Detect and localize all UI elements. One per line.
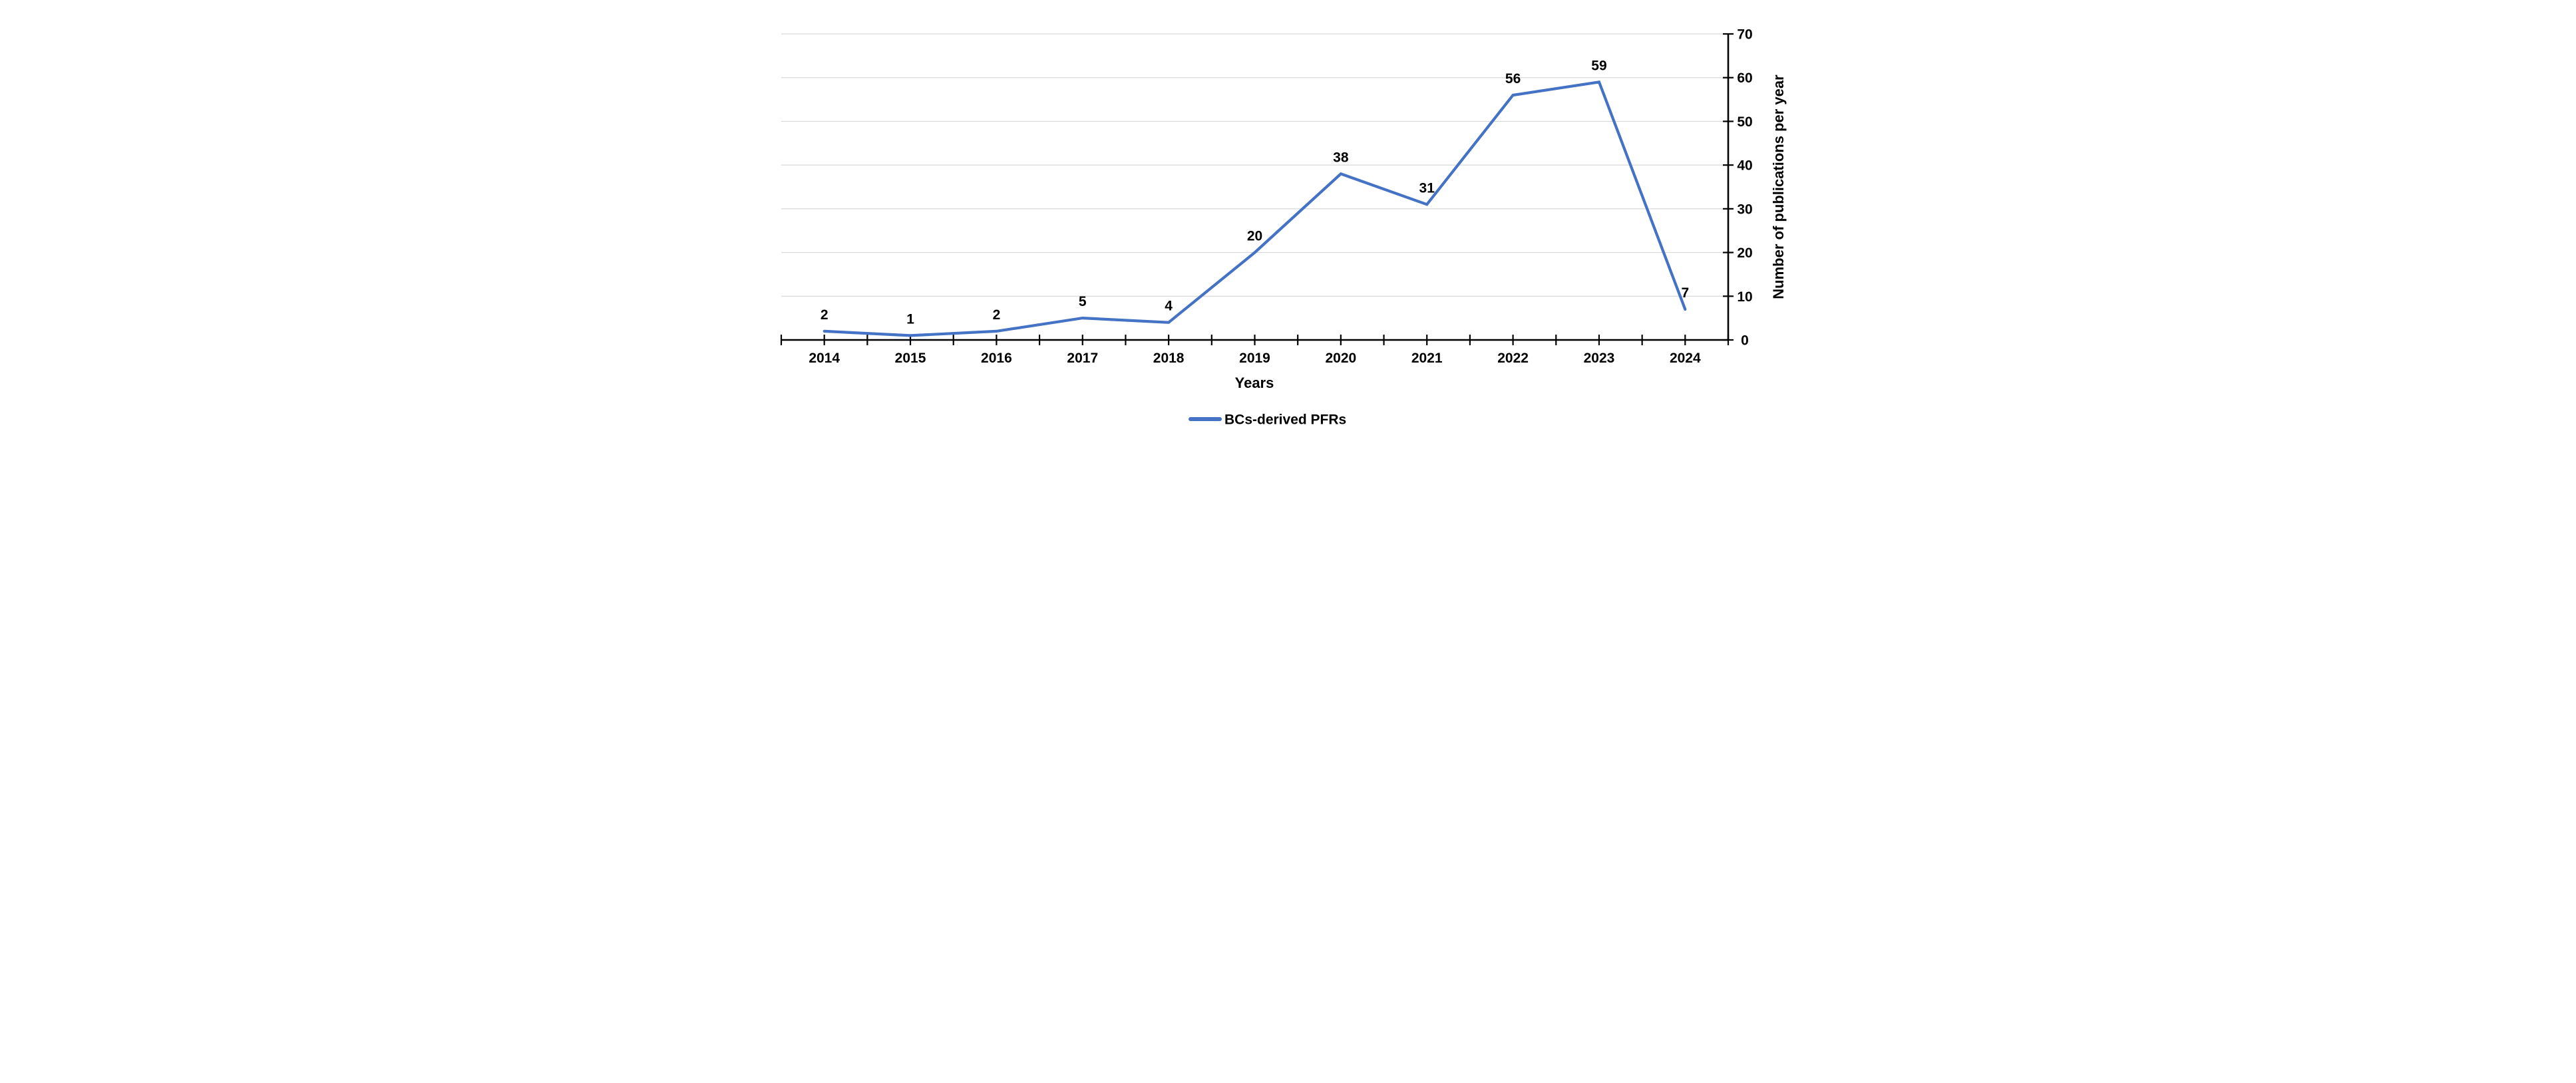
x-tick-label-2023: 2023 [1583,351,1614,366]
series-line-bcs-derived-pfrs[interactable] [823,80,1686,337]
x-tick-label-2017: 2017 [1067,351,1098,366]
x-tick-label-2016: 2016 [981,351,1012,366]
axis-ticks [780,33,1734,345]
x-tick-label-2015: 2015 [894,351,926,366]
x-tick-label-2020: 2020 [1325,351,1356,366]
x-tick-label-2018: 2018 [1153,351,1184,366]
x-tick-label-2019: 2019 [1239,351,1270,366]
y-tick-label-0: 0 [1741,333,1749,349]
data-label-2017: 5 [1078,294,1086,309]
legend[interactable]: BCs-derived PFRs [1188,412,1346,428]
y-tick-label-20: 20 [1737,245,1752,261]
gridlines [781,33,1728,297]
data-label-2020: 38 [1333,150,1349,165]
x-tick-label-2021: 2021 [1411,351,1442,366]
publications-line-chart: 0 10 20 30 40 50 60 70 2014 2015 2016 2017 2018 2019… [766,0,1810,439]
axis-lines [781,34,1729,341]
y-tick-label-70: 70 [1737,27,1752,43]
data-label-2016: 2 [992,307,1000,323]
series-group [823,80,1686,337]
x-axis-title: Years [1234,375,1274,391]
x-tick-labels: 2014 2015 2016 2017 2018 2019 2020 2021 2022 2023… [809,351,1701,366]
data-label-2021: 31 [1419,180,1435,196]
data-label-2024: 7 [1681,285,1689,301]
data-label-2022: 56 [1505,71,1520,86]
data-label-2019: 20 [1246,229,1262,244]
y-tick-label-50: 50 [1737,114,1752,130]
x-tick-label-2024: 2024 [1669,351,1700,366]
data-labels: 2 1 2 5 4 20 38 31 56 59 7 [820,58,1688,327]
data-label-2014: 2 [820,307,828,323]
legend-label: BCs-derived PFRs [1224,412,1346,428]
y-tick-label-30: 30 [1737,202,1752,217]
y-tick-label-60: 60 [1737,71,1752,86]
x-tick-label-2014: 2014 [809,351,840,366]
x-tick-label-2022: 2022 [1497,351,1529,366]
y-tick-label-40: 40 [1737,158,1752,174]
y-tick-labels: 0 10 20 30 40 50 60 70 [1737,27,1752,349]
data-label-2023: 59 [1591,58,1606,73]
y-tick-label-10: 10 [1737,289,1752,305]
data-label-2015: 1 [906,311,914,327]
data-label-2018: 4 [1165,299,1173,314]
y-axis-title: Number of publications per year [1770,75,1787,299]
